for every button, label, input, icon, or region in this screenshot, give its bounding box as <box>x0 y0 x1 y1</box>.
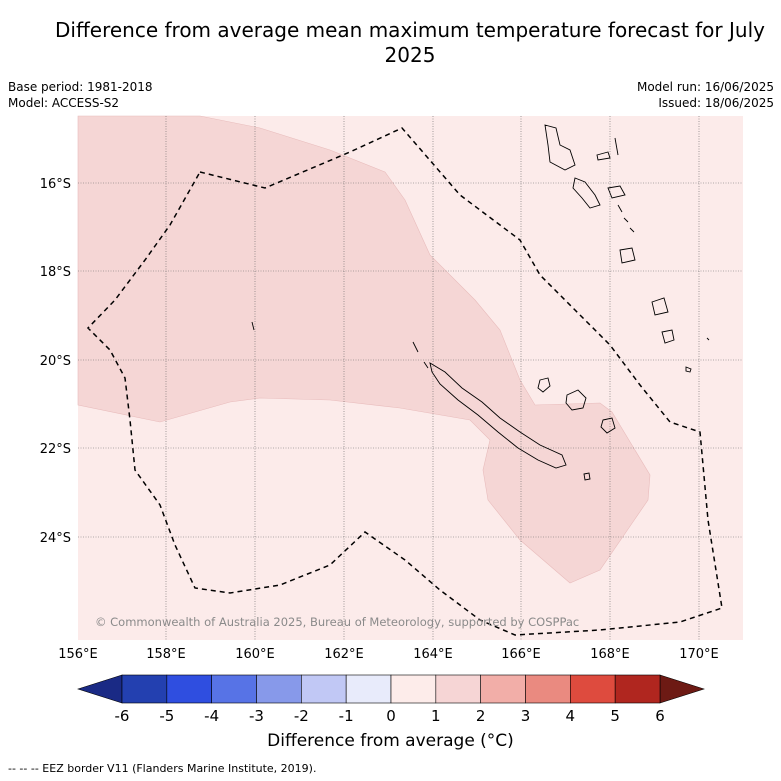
issued-date: Issued: 18/06/2025 <box>658 96 774 110</box>
colorbar-tick-label: -4 <box>204 707 219 725</box>
colorbar: -6 -5 -4 -3 -2 -1 0 1 2 3 4 5 6 <box>77 674 705 725</box>
colorbar-tick-label: 6 <box>655 707 665 725</box>
chesterfield-island <box>251 321 255 331</box>
colorbar-tick-label: 1 <box>431 707 441 725</box>
meta-left: Base period: 1981-2018 Model: ACCESS-S2 <box>8 79 153 111</box>
colorbar-tick-label: -3 <box>249 707 264 725</box>
lat-label-22s: 22°S <box>40 442 71 457</box>
colorbar-tick-label: 4 <box>566 707 576 725</box>
eez-footnote: -- -- -- EEZ border V11 (Flanders Marine… <box>8 762 317 775</box>
meta-right: Model run: 16/06/2025 Issued: 18/06/2025 <box>637 79 774 111</box>
colorbar-tick-label: 2 <box>476 707 486 725</box>
vanuatu-pentecost <box>607 185 626 199</box>
colorbar-bin <box>390 674 437 704</box>
colorbar-bin <box>525 674 571 704</box>
lon-label-166e: 166°E <box>501 647 541 662</box>
colorbar-bin <box>166 674 212 704</box>
model-run: Model run: 16/06/2025 <box>636 80 774 94</box>
lon-label-162e: 162°E <box>324 647 364 662</box>
belep-islands <box>412 341 429 369</box>
lon-label-170e: 170°E <box>679 647 719 662</box>
base-period: Base period: 1981-2018 <box>8 80 153 94</box>
colorbar-bin <box>301 674 347 704</box>
vanuatu-maewo <box>614 137 619 156</box>
copyright-text: © Commonwealth of Australia 2025, Bureau… <box>95 615 579 629</box>
colorbar-bin <box>614 674 661 704</box>
lon-label-164e: 164°E <box>413 647 453 662</box>
lon-label-160e: 160°E <box>235 647 275 662</box>
colorbar-bin <box>211 674 257 704</box>
vanuatu-espiritu-santo <box>544 124 576 171</box>
lat-label-24s: 24°S <box>40 531 71 546</box>
colorbar-tick-label: 3 <box>521 707 531 725</box>
loyalty-island-mare <box>600 417 616 434</box>
colorbar-tick-label: 0 <box>386 707 396 725</box>
colorbar-bin <box>345 674 392 704</box>
colorbar-tick-label: -6 <box>115 707 130 725</box>
lat-label-16s: 16°S <box>40 177 71 192</box>
lon-label-168e: 168°E <box>590 647 630 662</box>
loyalty-island-ouvea <box>537 377 551 393</box>
vanuatu-tanna <box>651 297 669 316</box>
coastlines <box>251 124 710 481</box>
colorbar-bin <box>570 674 616 704</box>
lon-label-158e: 158°E <box>146 647 186 662</box>
colorbar-tick-label: -1 <box>339 707 354 725</box>
colorbar-under-arrow <box>77 674 123 704</box>
colorbar-bin <box>121 674 168 704</box>
anomaly-region-1-2 <box>77 115 651 584</box>
grid-lines <box>78 116 743 640</box>
eez-border <box>86 127 723 636</box>
vanuatu-aneityum <box>661 329 675 344</box>
colorbar-tick-label: 5 <box>610 707 620 725</box>
vanuatu-ambae <box>596 151 611 161</box>
lat-label-18s: 18°S <box>40 265 71 280</box>
model-name: Model: ACCESS-S2 <box>8 96 120 110</box>
vanuatu-small-islands <box>617 204 710 373</box>
isle-of-pines <box>583 472 591 481</box>
lat-label-20s: 20°S <box>40 354 71 369</box>
colorbar-bin <box>480 674 526 704</box>
colorbar-over-arrow <box>659 674 705 704</box>
vanuatu-efate <box>619 247 636 264</box>
map-title: Difference from average mean maximum tem… <box>55 18 765 67</box>
lon-label-156e: 156°E <box>58 647 98 662</box>
new-caledonia-island <box>429 362 567 469</box>
colorbar-bin <box>256 674 302 704</box>
colorbar-title: Difference from average (°C) <box>267 731 514 751</box>
colorbar-tick-label: -2 <box>294 707 309 725</box>
loyalty-island-lifou <box>565 389 587 411</box>
colorbar-tick-label: -5 <box>159 707 174 725</box>
colorbar-bin <box>435 674 481 704</box>
vanuatu-malekula <box>572 177 601 209</box>
